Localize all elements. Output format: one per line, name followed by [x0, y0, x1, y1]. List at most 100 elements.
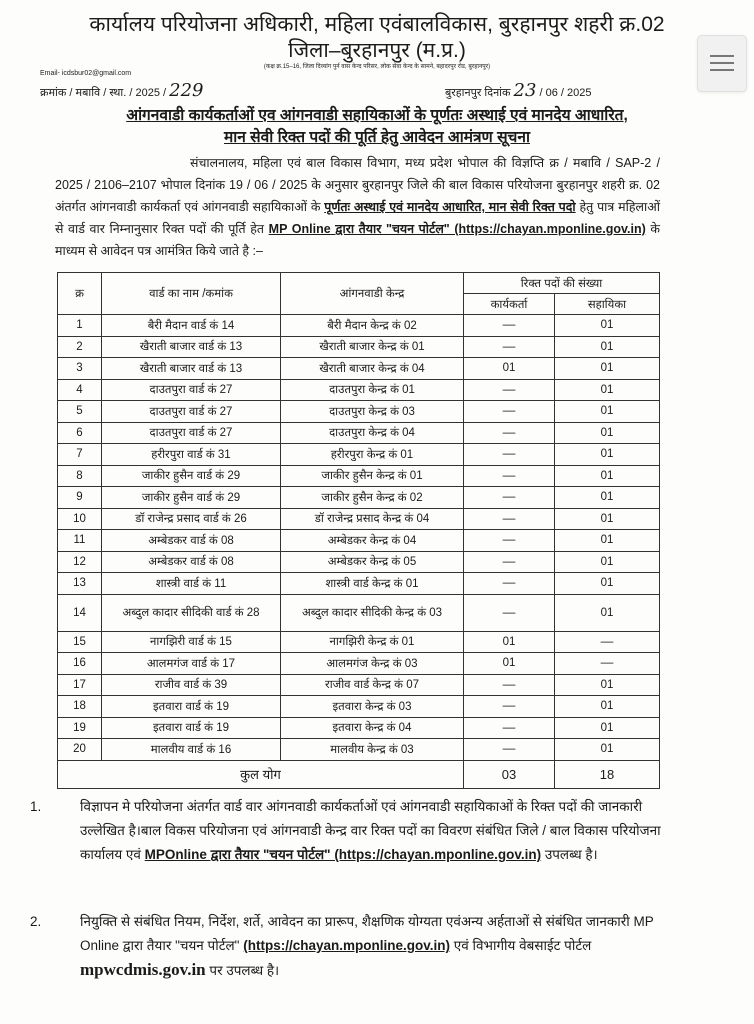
col-ward: वार्ड का नाम /कमांक [101, 272, 281, 315]
cell-ward: दाउतपुरा वार्ड कं 27 [101, 378, 281, 401]
cell-sn: 20 [57, 738, 102, 761]
note-text: एवं विभागीय वेबसाईट पोर्टल [453, 938, 592, 953]
table-row: 20 मालवीय वार्ड कं 16 मालवीय केन्द्र कं 03… [57, 738, 660, 761]
cell-helper: 01 [554, 550, 660, 573]
cell-kendra: इतवारा केन्द्र कं 04 [280, 716, 464, 739]
table-row: 14 अब्दुल कादार सीदिकी वार्ड कं 28 अब्दुल … [57, 593, 660, 632]
cell-ward: दाउतपुरा वार्ड कं 27 [101, 400, 281, 423]
cell-worker: –– [463, 486, 555, 509]
table-row: 4 दाउतपुरा वार्ड कं 27 दाउतपुरा केन्द्र कं… [57, 378, 660, 401]
cell-sn: 15 [57, 630, 102, 653]
table-row: 7 हरीरपुरा वार्ड कं 31 हरीरपुरा केन्द्र कं… [57, 443, 660, 466]
cell-helper: –– [554, 630, 660, 653]
cell-ward: हरीरपुरा वार्ड कं 31 [101, 443, 281, 466]
table-row: 8 जाकीर हुसैन वार्ड कं 29 जाकीर हुसैन केन्… [57, 464, 660, 487]
cell-ward: अम्बेडकर वार्ड कं 08 [101, 529, 281, 552]
hamburger-menu-icon [710, 55, 734, 57]
cell-helper: 01 [554, 716, 660, 739]
cell-kendra: जाकीर हुसैन केन्द्र कं 02 [280, 486, 464, 509]
cell-helper: 01 [554, 443, 660, 466]
cell-sn: 1 [57, 314, 102, 337]
cell-ward: आलमगंज वार्ड कं 17 [101, 652, 281, 675]
email: Email- icdsbur02@gmail.com [40, 70, 132, 77]
hamburger-menu-icon [710, 69, 734, 71]
table-row: 15 नागझिरी वार्ड कं 15 नागझिरी केन्द्र कं … [57, 630, 660, 653]
cell-helper: 01 [554, 378, 660, 401]
table-row: 2 खैराती बाजार वार्ड कं 13 खैराती बाजार के… [57, 335, 660, 358]
col-worker: कार्यकर्ता [463, 293, 555, 315]
cell-kendra: दाउतपुरा केन्द्र कं 04 [280, 421, 464, 444]
table-row: 12 अम्बेडकर वार्ड कं 08 अम्बेडकर केन्द्र क… [57, 550, 660, 573]
table-row: 1 बैरी मैदान वार्ड कं 14 बैरी मैदान केन्द्… [57, 314, 660, 337]
table-row: 16 आलमगंज वार्ड कं 17 आलमगंज केन्द्र कं 03… [57, 652, 660, 675]
cell-ward: मालवीय वार्ड कं 16 [101, 738, 281, 761]
total-helper: 18 [554, 759, 660, 789]
date-suffix: / 06 / 2025 [539, 87, 592, 99]
table-row: 9 जाकीर हुसैन वार्ड कं 29 जाकीर हुसैन केन्… [57, 486, 660, 509]
note-1: 1. विज्ञापन मे परियोजना अंतर्गत वार्ड वा… [30, 795, 670, 867]
cell-sn: 19 [57, 716, 102, 739]
letter-date: बुरहानपुर दिनांक 23 / 06 / 2025 [445, 80, 592, 101]
para-underlined: पूर्णतः अस्थाई एवं मानदेय आधारित, मान से… [324, 200, 576, 214]
table-row: 19 इतवारा वार्ड कं 19 इतवारा केन्द्र कं 04… [57, 716, 660, 739]
cell-kendra: अम्बेडकर केन्द्र कं 05 [280, 550, 464, 573]
note-2: 2. नियुक्ति से संबंधित नियम, निर्देश, शर… [30, 910, 670, 983]
cell-worker: –– [463, 335, 555, 358]
cell-ward: अब्दुल कादार सीदिकी वार्ड कं 28 [101, 593, 281, 632]
hamburger-menu-icon [710, 62, 734, 64]
district-title: जिला–बुरहानपुर (म.प्र.) [288, 39, 466, 62]
cell-ward: इतवारा वार्ड कं 19 [101, 695, 281, 718]
cell-worker: –– [463, 695, 555, 718]
cell-ward: बैरी मैदान वार्ड कं 14 [101, 314, 281, 337]
para-text: संचालनालय, महिला एवं बाल विकास विभाग, मध… [55, 156, 660, 214]
cell-sn: 11 [57, 529, 102, 552]
cell-kendra: दाउतपुरा केन्द्र कं 01 [280, 378, 464, 401]
portal-link[interactable]: (https://chayan.mponline.gov.in) [243, 938, 450, 953]
cell-worker: 01 [463, 357, 555, 380]
portal-link[interactable]: MPOnline द्वारा तैयार "चयन पोर्टल" (http… [144, 847, 542, 862]
reference-number: क्रमांक / मबावि / स्था. / 2025 / 229 [40, 80, 204, 101]
document-menu-button[interactable] [697, 35, 747, 92]
cell-ward: इतवारा वार्ड कं 19 [101, 716, 281, 739]
date-prefix: बुरहानपुर दिनांक [445, 87, 511, 99]
col-vacancies: रिक्त पदों की संख्या [463, 272, 660, 294]
cell-sn: 10 [57, 507, 102, 530]
ref-number-handwritten: 229 [169, 80, 204, 101]
cell-helper: 01 [554, 695, 660, 718]
total-label: कुल योग [57, 759, 464, 789]
cell-ward: खैराती बाजार वार्ड कं 13 [101, 357, 281, 380]
table-row: 11 अम्बेडकर वार्ड कं 08 अम्बेडकर केन्द्र क… [57, 529, 660, 552]
cell-kendra: दाउतपुरा केन्द्र कं 03 [280, 400, 464, 423]
cell-ward: खैराती बाजार वार्ड कं 13 [101, 335, 281, 358]
cell-sn: 2 [57, 335, 102, 358]
col-sn: क्र [57, 272, 102, 315]
cell-worker: –– [463, 464, 555, 487]
cell-worker: 01 [463, 630, 555, 653]
portal-link[interactable]: MP Online द्वारा तैयार "चयन पोर्टल" (htt… [268, 222, 646, 236]
table-row: 13 शास्त्री वार्ड कं 11 शास्त्री वार्ड केन… [57, 572, 660, 595]
cell-sn: 18 [57, 695, 102, 718]
table-row: 18 इतवारा वार्ड कं 19 इतवारा केन्द्र कं 03… [57, 695, 660, 718]
department-website[interactable]: mpwcdmis.gov.in [80, 960, 206, 979]
table-row: 6 दाउतपुरा वार्ड कं 27 दाउतपुरा केन्द्र कं… [57, 421, 660, 444]
subject-line-2: मान सेवी रिक्त पदों की पूर्ति हेतु आवेदन… [223, 129, 531, 146]
cell-worker: –– [463, 550, 555, 573]
cell-helper: 01 [554, 529, 660, 552]
cell-helper: 01 [554, 357, 660, 380]
cell-ward: जाकीर हुसैन वार्ड कं 29 [101, 464, 281, 487]
cell-ward: अम्बेडकर वार्ड कं 08 [101, 550, 281, 573]
cell-helper: 01 [554, 507, 660, 530]
note-text: नियुक्ति से संबंधित नियम, निर्देश, शर्ते… [80, 914, 654, 953]
cell-kendra: खैराती बाजार केन्द्र कं 01 [280, 335, 464, 358]
cell-helper: 01 [554, 421, 660, 444]
office-address: (कक्ष क्र.15–16, जिला दिव्यांग पुर्न वास… [263, 64, 491, 70]
ref-prefix: क्रमांक / मबावि / स्था. / 2025 / [40, 87, 167, 99]
cell-worker: –– [463, 507, 555, 530]
cell-sn: 9 [57, 486, 102, 509]
cell-helper: 01 [554, 314, 660, 337]
subject-line-1: आंगनवाडी कार्यकर्ताओं एव आंगनवाडी सहायिक… [126, 107, 628, 124]
note-text: उपलब्ध है। [544, 847, 598, 862]
cell-sn: 16 [57, 652, 102, 675]
cell-helper: –– [554, 652, 660, 675]
note-number: 2. [30, 914, 42, 929]
